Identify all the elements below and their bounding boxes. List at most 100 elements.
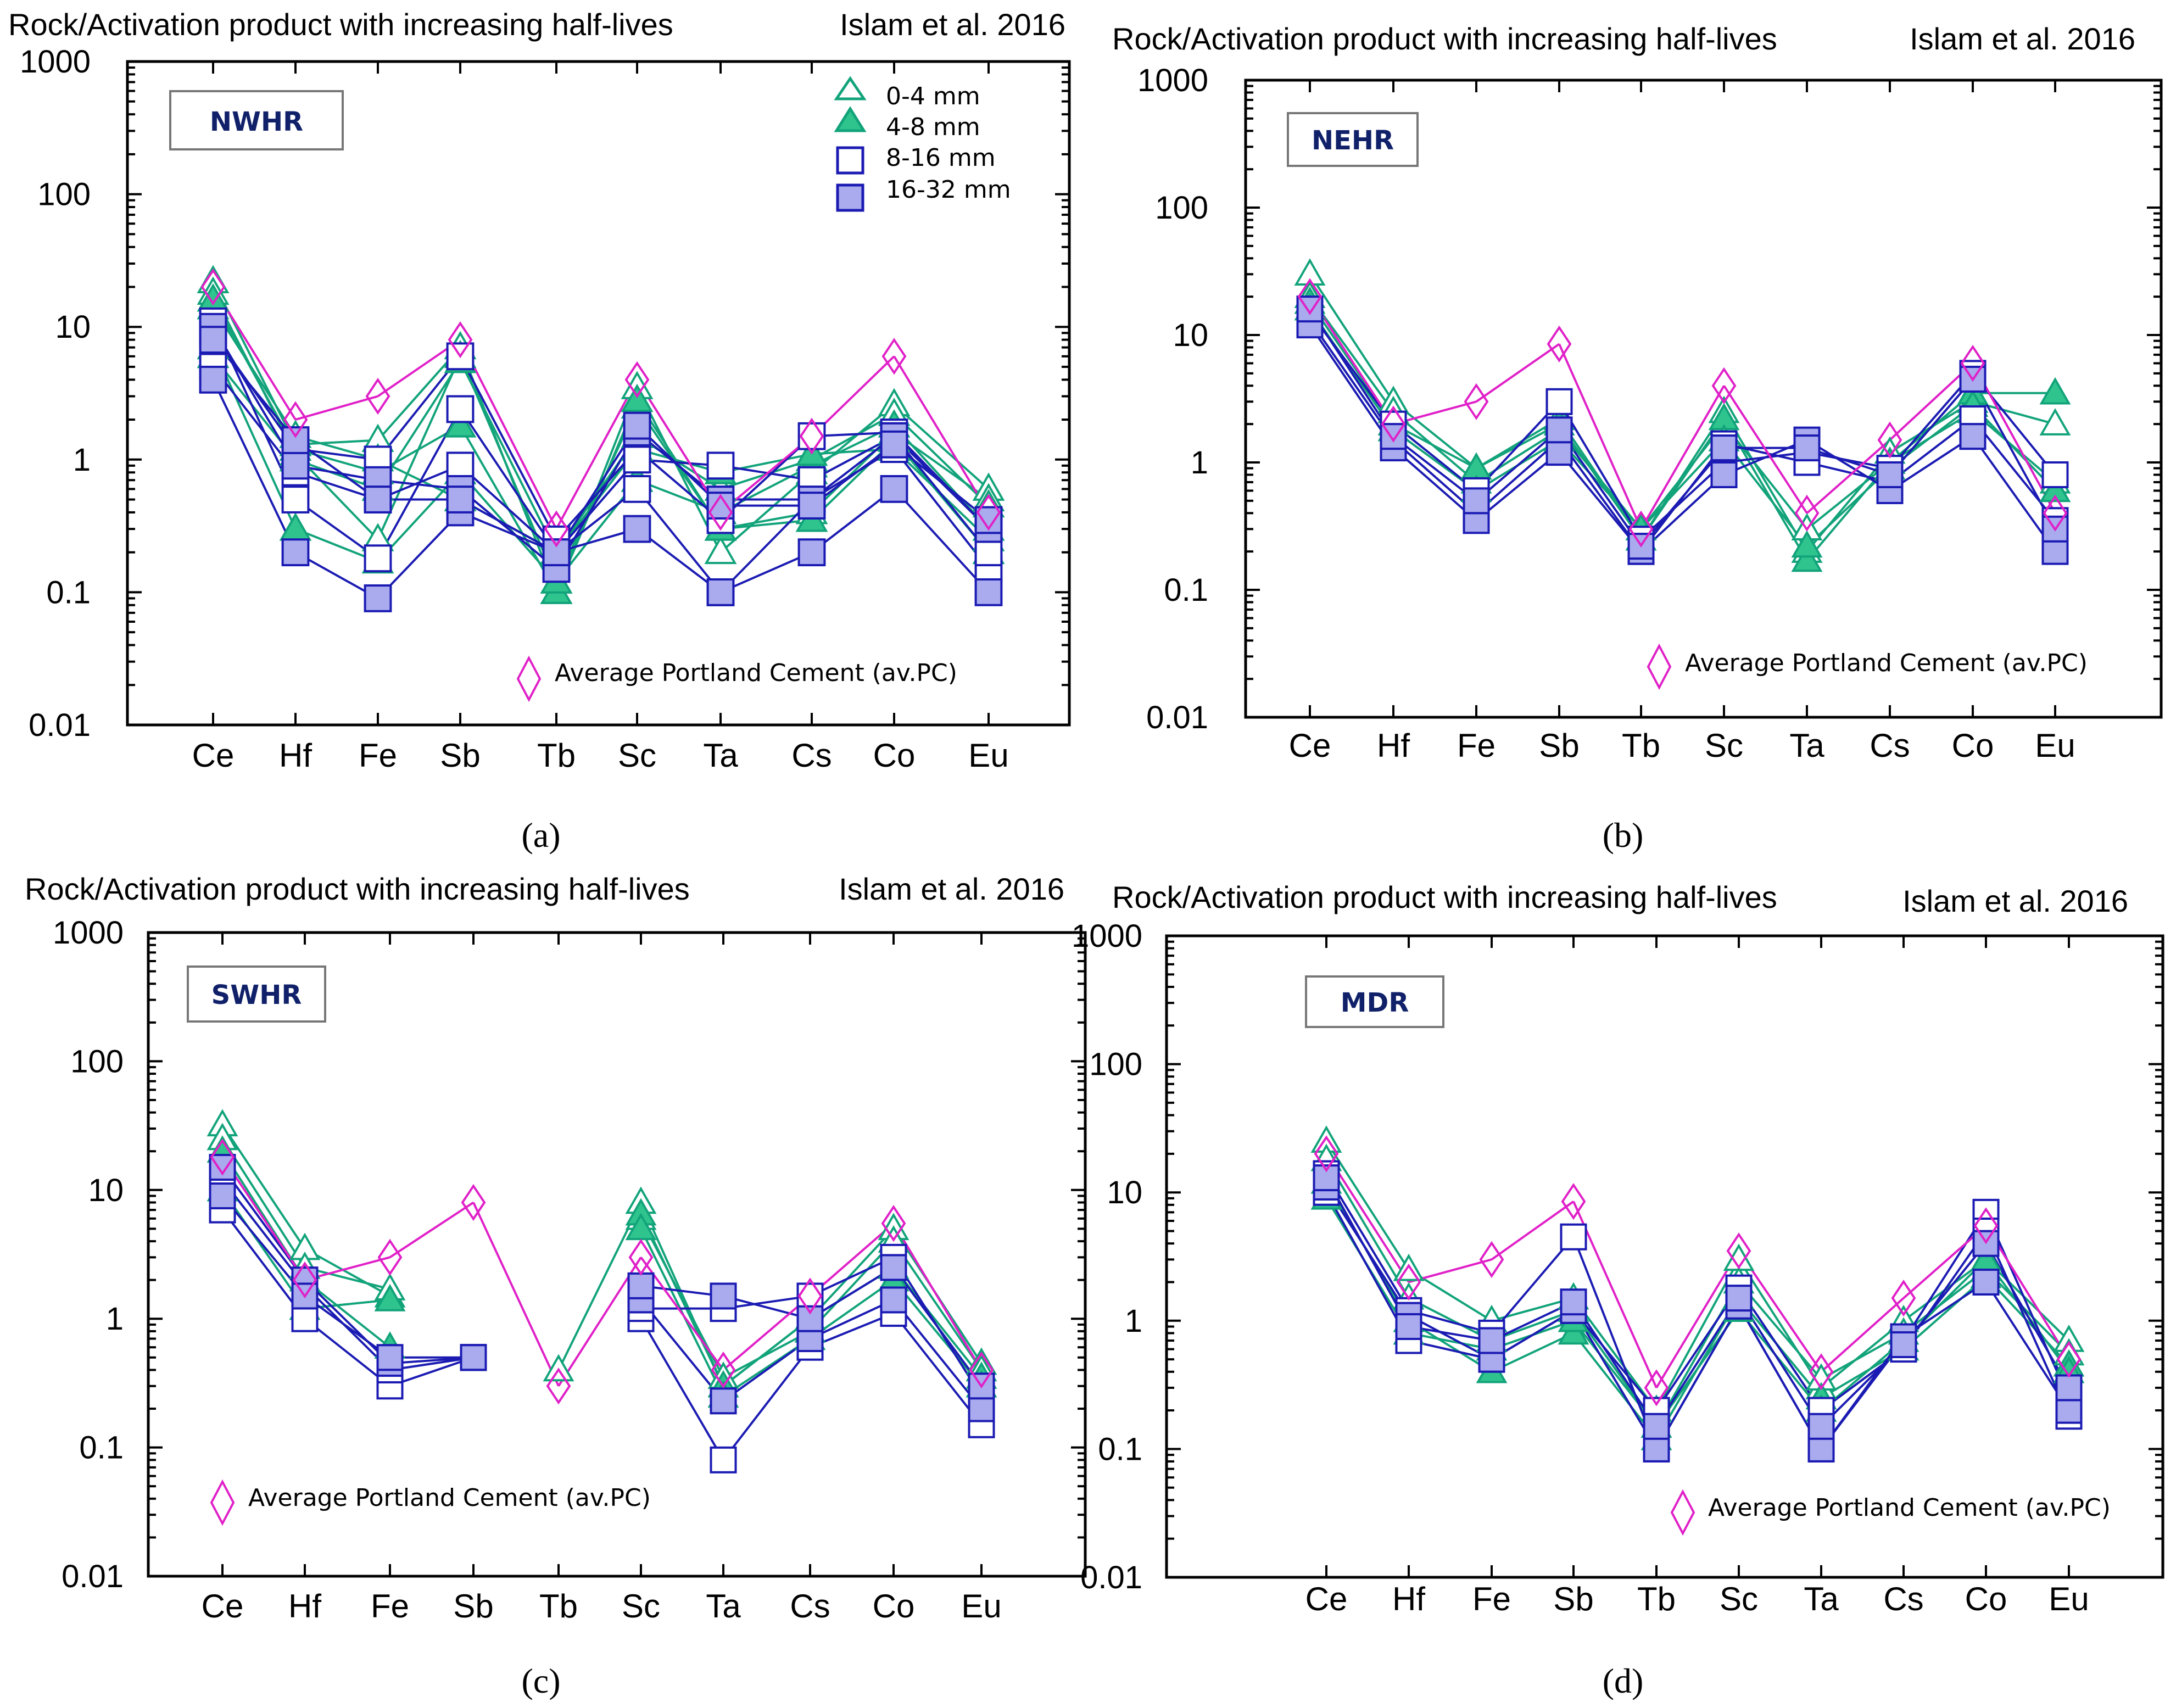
x-tick-label: Fe (371, 1588, 409, 1625)
pc-line-segment (1475, 343, 1560, 403)
pc-legend: Average Portland Cement (av.PC) (1670, 1489, 2111, 1536)
x-tick-label: Ta (1804, 1581, 1839, 1617)
legend-marker-0-4mm (834, 76, 867, 101)
data-point-square (880, 430, 908, 459)
series-line-segment (304, 1266, 390, 1291)
series-line-segment (1723, 439, 1808, 547)
data-point-square (1545, 439, 1573, 466)
pc-line-segment (722, 1295, 811, 1371)
series-line-segment (893, 443, 990, 521)
pc-data-point-diamond (1726, 1232, 1751, 1270)
y-tick-label: 0.01 (29, 707, 91, 743)
series-line-segment (1806, 451, 1891, 552)
series-line-segment (1640, 447, 1725, 547)
series-line-segment (1491, 1309, 1574, 1342)
pc-data-point-diamond (210, 1138, 235, 1176)
pc-data-point-diamond (461, 1184, 486, 1221)
x-tick-label: Hf (1392, 1581, 1425, 1617)
pc-legend: Average Portland Cement (av.PC) (516, 655, 957, 702)
series-line-segment (893, 488, 990, 593)
pc-line-segment (1985, 1225, 2070, 1360)
pc-line-segment (1889, 362, 1974, 441)
pc-data-point-diamond (1561, 1183, 1586, 1220)
y-tick-label: 1000 (1072, 918, 1142, 954)
x-tick-label: Tb (1637, 1581, 1676, 1617)
data-point-square (281, 451, 310, 480)
series-line-segment (459, 355, 557, 540)
x-tick-label: Cs (790, 1588, 830, 1625)
data-point-square (623, 475, 651, 503)
series-line-segment (212, 379, 297, 553)
data-point-square (1545, 388, 1573, 415)
series-line-segment (221, 1124, 306, 1249)
data-point-triangle (2039, 475, 2071, 503)
x-tick-label: Cs (791, 737, 832, 774)
legend-label-0-4mm: 0-4 mm (886, 82, 980, 110)
data-point-square (797, 538, 826, 567)
series-line-segment (893, 404, 990, 490)
data-point-square (281, 538, 310, 567)
series-line-segment (1655, 1305, 1740, 1450)
data-point-square (796, 1305, 824, 1332)
pc-line-segment (389, 1201, 475, 1259)
series-line-segment (221, 1195, 306, 1297)
y-tick-label: 10 (55, 309, 91, 345)
pc-data-point-diamond (1809, 1353, 1834, 1391)
pc-data-point-diamond (711, 1351, 736, 1389)
series-line-segment (1325, 1173, 1410, 1311)
pc-line-segment (1972, 362, 2056, 514)
data-point-triangle (444, 409, 477, 438)
series-line-segment (1325, 1141, 1410, 1270)
data-point-square (1876, 461, 1904, 488)
series-line-segment (1491, 1332, 1574, 1373)
series-line-segment (1738, 1305, 1822, 1450)
series-line-segment (893, 413, 990, 507)
data-point-square (710, 1387, 737, 1415)
data-point-square (364, 584, 392, 612)
pc-legend-marker (516, 655, 542, 702)
data-point-square (209, 1182, 236, 1210)
pc-data-point-diamond (448, 321, 473, 359)
y-tick-label: 100 (1089, 1047, 1142, 1082)
series-line-segment (892, 1240, 983, 1371)
legend-marker-8-16mm (836, 146, 864, 175)
site-label: NWHR (210, 107, 303, 137)
series-line-segment (810, 1256, 894, 1297)
data-point-square (376, 1344, 404, 1371)
series-line-segment (1985, 1230, 2070, 1417)
series-line-segment (304, 1247, 390, 1297)
data-point-square (1463, 487, 1490, 515)
series-line-segment (1309, 324, 1394, 449)
series-line-segment (1572, 1320, 1658, 1427)
plot-frame (1165, 934, 2164, 1579)
chart-title: Rock/Activation product with increasing … (8, 7, 673, 42)
data-point-square (1959, 423, 1987, 450)
pc-line-segment (1902, 1225, 1987, 1299)
x-tick-label: Sc (1720, 1581, 1758, 1617)
series-line-segment (1985, 1243, 2070, 1388)
pc-data-point-diamond (1381, 405, 1406, 443)
pc-line-segment (1558, 343, 1642, 530)
data-point-square (1793, 434, 1821, 462)
series-line-segment (722, 1346, 811, 1461)
y-tick-label: 0.01 (1146, 700, 1208, 735)
series-line-segment (1985, 1212, 2070, 1399)
data-point-square (1560, 1288, 1587, 1316)
pc-data-point-diamond (1877, 421, 1902, 459)
pc-data-point-diamond (1891, 1280, 1916, 1317)
x-tick-label: Sb (453, 1588, 493, 1625)
pc-line-segment (1723, 385, 1808, 514)
data-point-square (1560, 1223, 1587, 1251)
pc-data-point-diamond (1479, 1241, 1504, 1278)
data-point-square (623, 411, 651, 440)
x-tick-label: Cs (1883, 1581, 1923, 1617)
data-point-square (706, 578, 735, 606)
site-label-box: MDR (1305, 975, 1444, 1028)
size-legend: 0-4 mm 4-8 mm 8-16 mm 16-32 mm (834, 76, 1011, 212)
x-tick-label: Co (1965, 1581, 2007, 1617)
data-point-square (796, 1282, 824, 1310)
data-point-square (710, 1282, 737, 1310)
site-label-box: NWHR (169, 90, 344, 150)
panel-a-nwhr: Rock/Activation product with increasing … (8, 7, 1071, 855)
series-line-segment (893, 435, 990, 553)
